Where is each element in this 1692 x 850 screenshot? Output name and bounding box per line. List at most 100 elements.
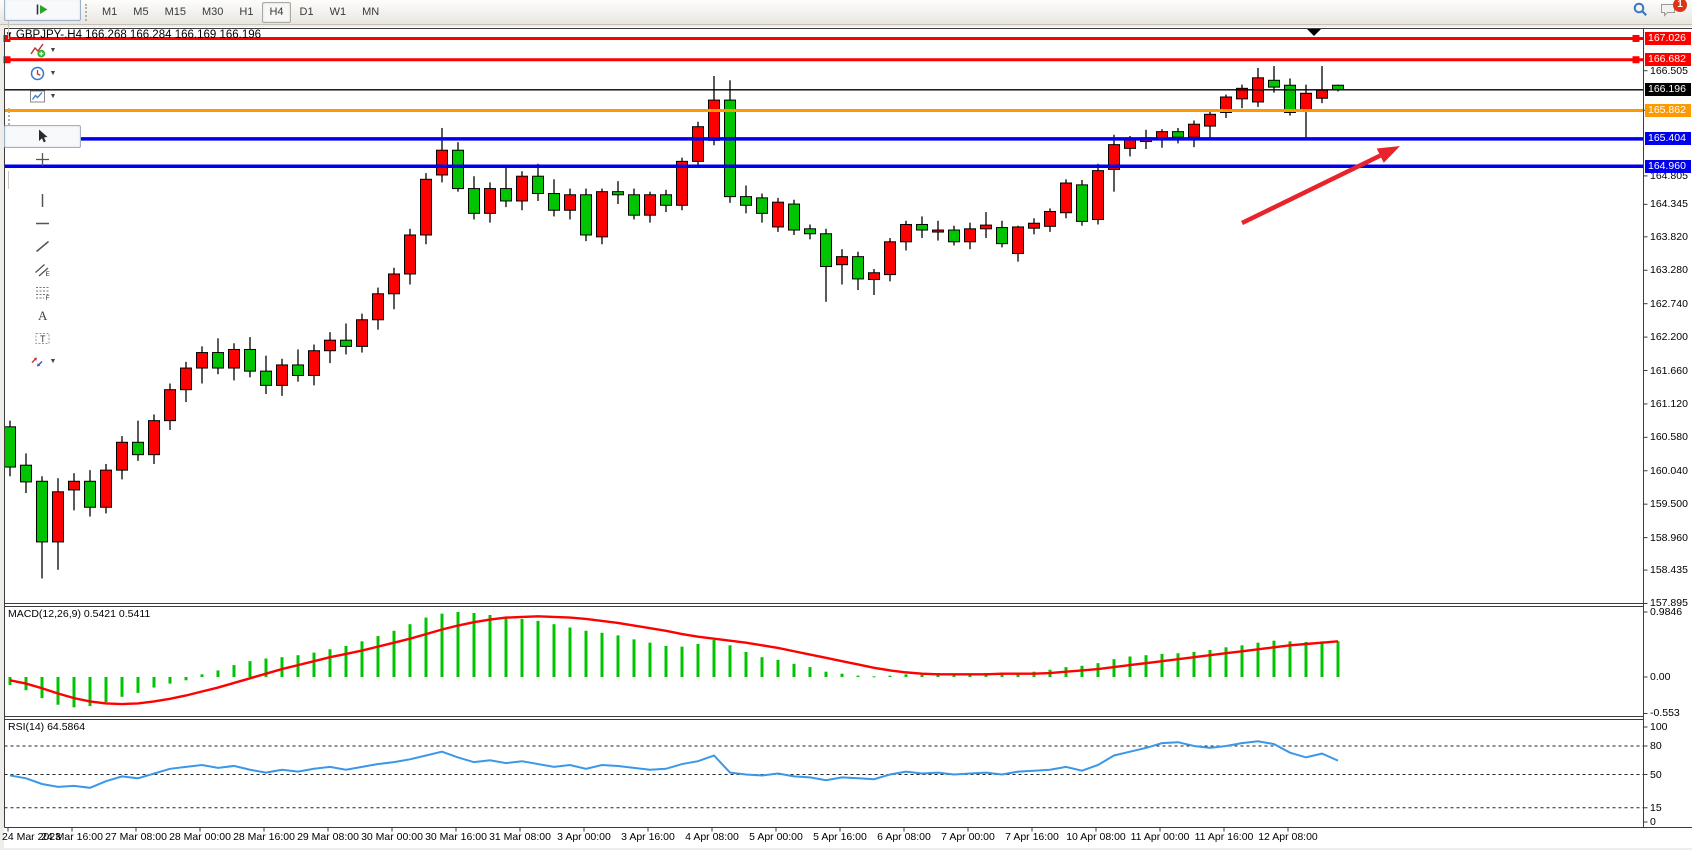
date-label: 5 Apr 16:00	[813, 831, 867, 843]
price-tick-label: 161.660	[1650, 364, 1688, 377]
svg-text:E: E	[46, 271, 51, 278]
rsi-tick-label: 0	[1650, 816, 1656, 828]
date-label: 30 Mar 00:00	[361, 831, 423, 843]
channel-button[interactable]: E	[4, 258, 81, 281]
price-tick-label: 162.200	[1650, 331, 1688, 344]
svg-text:A: A	[38, 308, 48, 323]
periods-icon	[29, 65, 46, 82]
templates-button[interactable]: ▼	[4, 85, 81, 108]
tf-button-H1[interactable]: H1	[239, 6, 254, 18]
tf-button-H4[interactable]: H4	[262, 1, 291, 23]
date-label: 7 Apr 00:00	[941, 831, 995, 843]
templates-icon	[29, 88, 46, 105]
price-badge: 165.862	[1645, 103, 1691, 117]
rsi-tick-label: 80	[1650, 740, 1662, 752]
indicators-icon	[29, 42, 46, 59]
label-icon: T	[34, 330, 51, 347]
toolbar-grip	[85, 3, 89, 21]
date-label: 7 Apr 16:00	[1005, 831, 1059, 843]
price-tick-label: 163.820	[1650, 230, 1688, 243]
fibonacci-button[interactable]: F	[4, 281, 81, 304]
chevron-down-icon: ▼	[49, 93, 57, 100]
crosshair-button[interactable]	[4, 148, 81, 171]
price-tick-label: 159.500	[1650, 498, 1688, 511]
price-tick-label: 164.805	[1650, 169, 1688, 182]
date-label: 29 Mar 08:00	[297, 831, 359, 843]
text-button[interactable]: A	[4, 304, 81, 327]
date-label: 11 Apr 16:00	[1194, 831, 1254, 843]
trendline-icon	[34, 238, 51, 255]
date-label: 4 Apr 08:00	[685, 831, 739, 843]
indicators-button[interactable]: ▼	[4, 39, 81, 62]
cursor-button[interactable]	[4, 125, 82, 148]
chevron-down-icon: ▼	[49, 358, 57, 365]
tf-button-D1[interactable]: D1	[299, 6, 314, 18]
rsi-tick-label: 15	[1650, 801, 1662, 814]
date-label: 6 Apr 08:00	[877, 831, 931, 843]
toolbar-separator	[8, 171, 9, 189]
price-tick-label: 166.505	[1650, 64, 1688, 77]
macd-tick-label: 0.00	[1650, 671, 1671, 683]
price-tick-label: 160.040	[1650, 464, 1688, 477]
toolbar-right: 1	[1626, 0, 1688, 24]
chart-shift-icon	[34, 1, 51, 18]
hline-button[interactable]	[4, 212, 81, 235]
rsi-tick-label: 100	[1650, 721, 1668, 733]
price-tick-label: 158.960	[1650, 531, 1688, 544]
macd-label: MACD(12,26,9) 0.5421 0.5411	[8, 608, 151, 620]
crosshair-icon	[34, 151, 51, 168]
chart-shift-button[interactable]	[4, 0, 82, 21]
label-button[interactable]: T	[4, 327, 81, 350]
text-icon: A	[34, 307, 51, 324]
notification-badge: 1	[1673, 0, 1687, 12]
tf-button-M5[interactable]: M5	[133, 6, 149, 18]
arrows-button[interactable]: ▼	[4, 350, 81, 373]
tf-button-W1[interactable]: W1	[329, 6, 347, 18]
date-label: 28 Mar 16:00	[233, 831, 295, 843]
vline-icon	[34, 192, 51, 209]
date-label: 28 Mar 00:00	[169, 831, 231, 843]
tf-button-MN[interactable]: MN	[362, 6, 380, 18]
price-tick-label: 161.120	[1650, 397, 1688, 410]
tf-button-M30[interactable]: M30	[201, 6, 224, 18]
price-tick-label: 160.580	[1650, 431, 1688, 444]
rsi-tick-label: 50	[1650, 768, 1662, 781]
hline-icon	[34, 215, 51, 232]
arrows-icon	[29, 353, 46, 370]
search-icon	[1632, 1, 1649, 23]
price-tick-label: 157.895	[1650, 597, 1688, 610]
chat-button[interactable]: 1	[1654, 0, 1687, 24]
date-label: 12 Apr 08:00	[1258, 831, 1318, 843]
channel-icon: E	[34, 261, 51, 278]
price-tick-label: 164.345	[1650, 198, 1688, 211]
periods-button[interactable]: ▼	[4, 62, 81, 85]
toolbar-grip	[8, 108, 12, 125]
price-tick-label: 163.280	[1650, 264, 1688, 277]
svg-text:F: F	[46, 295, 50, 301]
date-label: 31 Mar 08:00	[489, 831, 551, 843]
chart-area[interactable]	[4, 27, 1692, 848]
price-badge: 166.196	[1645, 83, 1691, 97]
date-label: 11 Apr 00:00	[1130, 831, 1190, 843]
price-badge: 164.960	[1645, 159, 1691, 173]
timeframe-toolbar: M1 M5 M15 M30 H1 H4 D1 W1 MN	[81, 1, 387, 23]
date-label: 27 Mar 08:00	[105, 831, 167, 843]
search-button[interactable]	[1626, 1, 1654, 24]
trendline-button[interactable]	[4, 235, 81, 258]
chevron-down-icon: ▼	[49, 70, 57, 77]
price-badge: 166.682	[1645, 53, 1691, 67]
price-badge: 165.404	[1645, 132, 1691, 146]
chevron-down-icon: ▼	[49, 47, 57, 54]
vline-button[interactable]	[4, 189, 81, 212]
date-label: 3 Apr 00:00	[557, 831, 611, 843]
cursor-icon	[34, 128, 51, 145]
date-label: 10 Apr 08:00	[1066, 831, 1126, 843]
tf-button-M15[interactable]: M15	[164, 6, 186, 18]
tf-button-M1[interactable]: M1	[102, 6, 118, 18]
date-label: 24 Mar 2023	[2, 831, 61, 843]
date-label: 30 Mar 16:00	[425, 831, 487, 843]
price-tick-label: 158.435	[1650, 564, 1688, 577]
